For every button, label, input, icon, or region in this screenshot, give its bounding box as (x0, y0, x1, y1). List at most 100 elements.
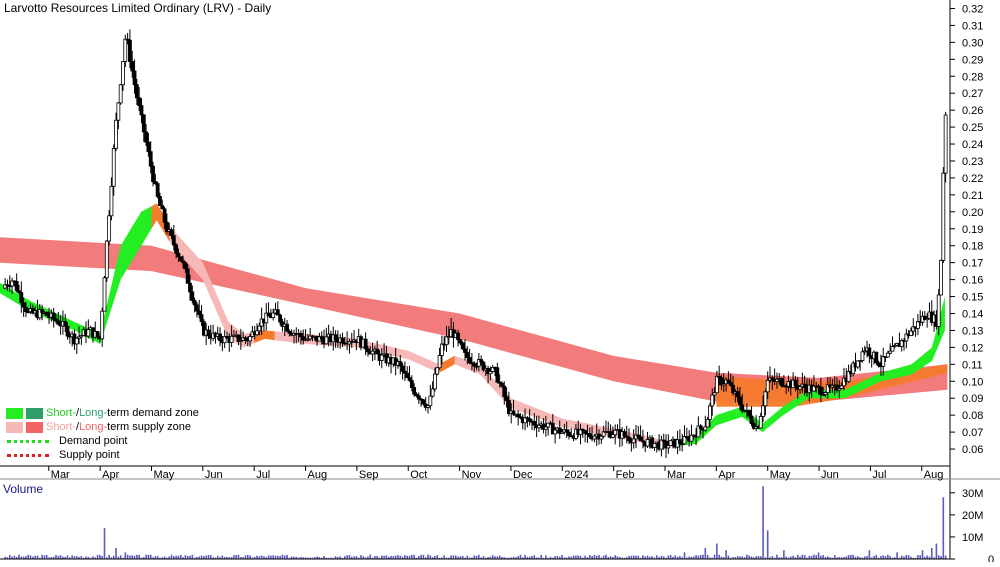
volume-bar-94 (221, 555, 224, 559)
volume-bar-346 (803, 555, 806, 559)
candle-body-395 (916, 321, 920, 329)
volume-bar-391 (907, 555, 910, 559)
candle-body-102 (238, 340, 243, 342)
candle-body-332 (770, 377, 775, 381)
volume-bar-132 (309, 557, 311, 559)
volume-bar-255 (593, 554, 596, 559)
candle-body-328 (761, 405, 765, 417)
candle-body-372 (862, 350, 867, 353)
volume-bar-96 (226, 556, 228, 559)
candle-body-263 (610, 434, 615, 438)
legend-supply-point-label: Supply point (59, 449, 120, 461)
candle-body-183 (426, 405, 430, 408)
volume-bar-244 (568, 556, 570, 559)
volume-bar-313 (727, 555, 730, 559)
time-tick-label-6: Sep (359, 469, 379, 481)
candle-body-377 (874, 351, 879, 364)
volume-bar-223 (519, 554, 522, 559)
candle-body-191 (444, 336, 449, 346)
candle-body-365 (846, 371, 851, 383)
volume-bar-211 (491, 555, 494, 559)
candle-body-143 (333, 334, 338, 341)
volume-bar-3 (11, 556, 13, 559)
volume-bar-210 (489, 556, 492, 559)
candle-body-275 (638, 436, 643, 442)
price-tick-label-15: 0.17 (962, 258, 983, 270)
price-tick-label-19: 0.13 (962, 325, 983, 337)
candle-body-74 (174, 244, 179, 254)
volume-bar-254 (591, 556, 593, 559)
candle-body-227 (527, 418, 532, 422)
candle-body-86 (201, 321, 206, 336)
volume-bar-123 (288, 557, 291, 559)
volume-bar-6 (18, 554, 20, 559)
volume-bar-206 (480, 557, 482, 559)
volume-bar-151 (353, 556, 355, 559)
time-tick-label-13: Apr (718, 469, 735, 481)
volume-bar-293 (681, 557, 684, 559)
volume-bar-77 (182, 557, 184, 559)
price-tick-label-6: 0.26 (962, 105, 983, 117)
volume-bar-177 (413, 554, 415, 559)
candle-body-327 (758, 416, 763, 429)
volume-bar-248 (577, 555, 580, 559)
candle-body-361 (837, 387, 842, 391)
candle-body-196 (456, 332, 460, 341)
volume-bar-220 (512, 556, 515, 559)
candle-body-81 (190, 291, 195, 301)
candle-body-301 (698, 425, 703, 429)
candle-body-390 (904, 333, 909, 342)
candle-body-181 (421, 399, 426, 405)
time-tick-label-8: Nov (462, 469, 482, 481)
candle-body-116 (271, 312, 276, 318)
candle-body-32 (77, 336, 81, 339)
volume-bar-182 (424, 557, 427, 559)
candle-body-404 (936, 294, 941, 327)
volume-bar-127 (297, 557, 300, 559)
price-tick-label-16: 0.16 (962, 275, 983, 287)
candle-body-369 (855, 360, 860, 368)
volume-bar-161 (376, 555, 378, 559)
candle-body-203 (472, 363, 477, 367)
volume-bar-219 (510, 557, 513, 559)
volume-bar-324 (753, 557, 755, 559)
price-tick-label-10: 0.22 (962, 173, 983, 185)
volume-bar-139 (325, 557, 328, 559)
volume-bar-126 (295, 556, 298, 559)
candle-body-40 (95, 331, 100, 338)
candle-body-114 (266, 312, 271, 317)
time-tick-label-15: Jun (821, 469, 839, 481)
volume-bar-149 (348, 554, 351, 559)
volume-bar-209 (487, 557, 489, 559)
candle-body-64 (151, 165, 155, 183)
volume-bar-367 (852, 554, 855, 559)
volume-bar-288 (669, 555, 672, 559)
volume-bar-152 (355, 556, 358, 559)
volume-bar-247 (575, 555, 577, 559)
short-term-zone-segment-6 (274, 331, 440, 373)
candle-body-276 (641, 440, 645, 443)
price-tick-label-22: 0.10 (962, 376, 983, 388)
volume-bar-250 (582, 557, 584, 559)
candle-body-405 (939, 259, 943, 296)
candle-body-220 (511, 410, 516, 415)
volume-bar-181 (422, 554, 425, 559)
volume-bar-70 (166, 557, 168, 559)
candle-body-367 (851, 362, 856, 374)
candle-body-106 (248, 336, 252, 342)
time-tick-label-1: Apr (102, 469, 119, 481)
volume-bar-133 (311, 557, 314, 559)
price-tick-label-24: 0.08 (962, 410, 983, 422)
volume-bar-42 (101, 556, 103, 559)
volume-bar-279 (649, 556, 651, 559)
candle-body-304 (705, 418, 710, 428)
candle-body-269 (624, 435, 629, 438)
candle-body-204 (474, 365, 479, 368)
volume-bar-21 (52, 556, 55, 559)
volume-bar-109 (256, 555, 258, 559)
candle-body-238 (553, 429, 558, 435)
candle-body-161 (375, 348, 380, 355)
long-term-supply-zone (0, 237, 948, 402)
